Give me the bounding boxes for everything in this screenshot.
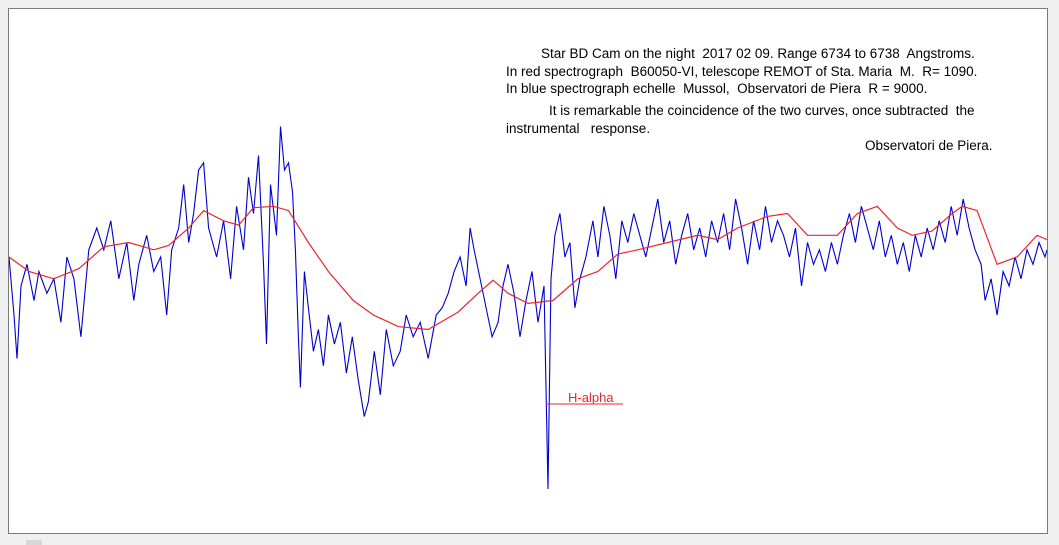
annotation-signature: Observatori de Piera.: [865, 138, 993, 153]
annotation-line-1: Star BD Cam on the night 2017 02 09. Ran…: [541, 46, 975, 61]
annotation-line-5: instrumental response.: [506, 121, 651, 136]
spectrum-chart: [9, 126, 1047, 490]
h-alpha-label: H-alpha: [568, 390, 614, 405]
resize-grip[interactable]: [26, 540, 42, 545]
series-red-spectrograph: [9, 205, 1047, 331]
chart-frame: Star BD Cam on the night 2017 02 09. Ran…: [8, 8, 1048, 534]
annotation-line-3: In blue spectrograph echelle Mussol, Obs…: [506, 81, 928, 96]
annotation-line-2: In red spectrograph B60050-VI, telescope…: [506, 64, 978, 79]
annotation-line-4: It is remarkable the coincidence of the …: [549, 103, 975, 118]
series-blue-echelle: [9, 126, 1047, 490]
